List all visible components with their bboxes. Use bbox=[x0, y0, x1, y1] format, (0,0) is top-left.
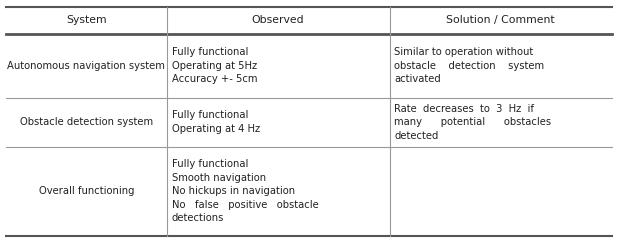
Text: No   false   positive   obstacle: No false positive obstacle bbox=[172, 200, 318, 210]
Text: detections: detections bbox=[172, 213, 224, 223]
Text: detected: detected bbox=[394, 130, 439, 140]
Text: Rate  decreases  to  3  Hz  if: Rate decreases to 3 Hz if bbox=[394, 104, 535, 113]
Text: Smooth navigation: Smooth navigation bbox=[172, 173, 266, 183]
Text: Obstacle detection system: Obstacle detection system bbox=[20, 117, 153, 127]
Text: Operating at 4 Hz: Operating at 4 Hz bbox=[172, 124, 260, 134]
Text: activated: activated bbox=[394, 74, 441, 84]
Text: Overall functioning: Overall functioning bbox=[39, 186, 134, 196]
Text: Autonomous navigation system: Autonomous navigation system bbox=[7, 61, 166, 70]
Text: Fully functional: Fully functional bbox=[172, 110, 248, 120]
Text: obstacle    detection    system: obstacle detection system bbox=[394, 61, 544, 70]
Text: many      potential      obstacles: many potential obstacles bbox=[394, 117, 552, 127]
Text: Observed: Observed bbox=[252, 15, 305, 26]
Text: No hickups in navigation: No hickups in navigation bbox=[172, 186, 295, 196]
Text: Solution / Comment: Solution / Comment bbox=[446, 15, 555, 26]
Text: Fully functional: Fully functional bbox=[172, 159, 248, 169]
Text: Similar to operation without: Similar to operation without bbox=[394, 47, 534, 57]
Text: System: System bbox=[66, 15, 107, 26]
Text: Accuracy +- 5cm: Accuracy +- 5cm bbox=[172, 74, 257, 84]
Text: Operating at 5Hz: Operating at 5Hz bbox=[172, 61, 256, 70]
Text: Fully functional: Fully functional bbox=[172, 47, 248, 57]
